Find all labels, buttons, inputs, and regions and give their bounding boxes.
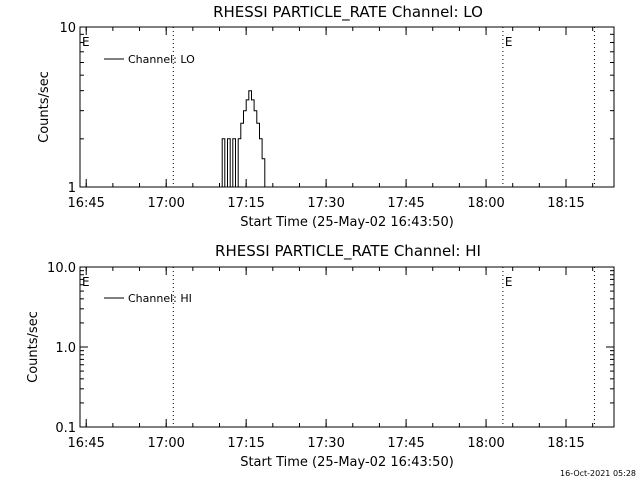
x-tick-label: 17:30 [307,196,344,211]
x-tick-label: 18:15 [547,436,584,451]
eclipse-marker-label: E [505,35,513,49]
panel-lo-ylabel: Counts/sec [37,71,52,143]
x-tick-label: 18:00 [467,436,504,451]
y-tick-label: 10.0 [47,261,76,276]
panel-hi-ylabel: Counts/sec [26,311,41,383]
x-tick-label: 18:15 [547,196,584,211]
eclipse-marker-label: E [82,275,90,289]
panel-lo-title: RHESSI PARTICLE_RATE Channel: LO [213,3,483,22]
plot-timestamp: 16-Oct-2021 05:28 [560,469,636,478]
y-tick-label: 0.1 [55,421,76,436]
eclipse-marker-label: E [505,275,513,289]
eclipse-marker-label: E [82,35,90,49]
x-tick-label: 17:30 [307,436,344,451]
y-tick-label: 1.0 [55,341,76,356]
x-tick-label: 17:00 [147,196,184,211]
x-tick-label: 17:45 [387,196,424,211]
x-tick-label: 17:45 [387,436,424,451]
panel-lo-legend-label: Channel: LO [128,53,195,66]
panel-lo: RHESSI PARTICLE_RATE Channel: LO Counts/… [37,3,483,230]
panel-lo-xlabel: Start Time (25-May-02 16:43:50) [240,215,454,230]
series-line-lo [219,90,268,188]
y-tick-label: 10 [59,21,76,36]
x-tick-label: 18:00 [467,196,504,211]
x-tick-label: 17:00 [147,436,184,451]
x-tick-label: 16:45 [67,436,104,451]
x-tick-label: 17:15 [227,436,264,451]
y-tick-label: 1 [68,181,76,196]
plot-area-hi: 16:45 17:00 17:15 17:30 17:45 18:00 18:15 0.1 1.… [47,261,615,451]
x-tick-label: 16:45 [67,196,104,211]
x-tick-label: 17:15 [227,196,264,211]
panel-hi: RHESSI PARTICLE_RATE Channel: HI Counts/… [26,242,481,470]
plot-frame-lo [79,26,615,188]
plot-area-lo: 16:45 17:00 17:15 17:30 17:45 18:00 18:15 1 10 E E [59,21,615,211]
panel-hi-legend-label: Channel: HI [128,292,192,305]
panel-hi-xlabel: Start Time (25-May-02 16:43:50) [240,455,454,470]
panel-hi-title: RHESSI PARTICLE_RATE Channel: HI [215,242,481,261]
